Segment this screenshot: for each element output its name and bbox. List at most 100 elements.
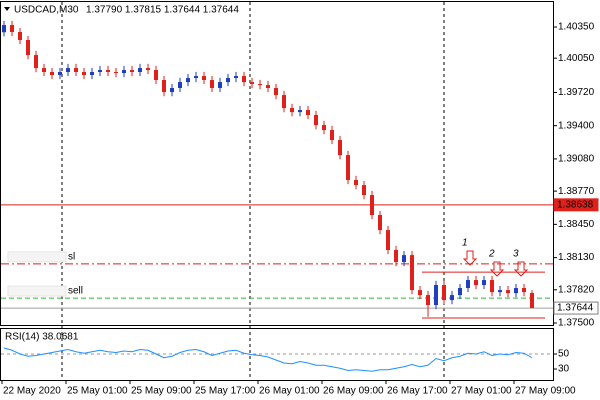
candle-body	[474, 280, 478, 286]
candle-body	[106, 70, 110, 73]
candle-body	[202, 76, 206, 80]
annotation-arrow	[513, 261, 529, 277]
rsi-tick-label: 30	[558, 364, 570, 375]
annotation: 3	[513, 249, 519, 260]
y-tick-label: 1.39720	[558, 87, 595, 98]
candle-body	[146, 68, 150, 71]
candle-body	[154, 70, 158, 80]
candle-body	[218, 82, 222, 88]
menu-triangle	[4, 7, 10, 11]
y-tick-label: 1.38770	[558, 186, 595, 197]
candle-body	[458, 288, 462, 296]
quote: 1.37790 1.37815 1.37644 1.37644	[86, 5, 239, 16]
candle-body	[490, 280, 494, 293]
candle-body	[450, 295, 454, 301]
candle-body	[58, 72, 62, 76]
level-label: sell	[68, 286, 83, 297]
annotation-arrow	[489, 261, 505, 277]
rsi-line	[3, 347, 533, 372]
label-box	[7, 285, 67, 297]
candle-body	[250, 82, 254, 85]
candle-body	[42, 68, 46, 73]
price-label: 1.38638	[557, 199, 594, 210]
candle-body	[194, 76, 198, 79]
candle-body	[362, 185, 366, 196]
candle-body	[498, 290, 502, 293]
candle-body	[82, 72, 86, 76]
candle-body	[242, 76, 246, 83]
candle-body	[346, 155, 350, 181]
candle-body	[34, 55, 38, 69]
candle-body	[2, 25, 6, 33]
main-panel	[0, 1, 554, 326]
candle-body	[138, 68, 142, 73]
symbol: USDCAD,M30	[14, 5, 79, 16]
candle-body	[210, 79, 214, 88]
candle-body	[274, 87, 278, 96]
x-tick-label: 25 May 01:00	[67, 386, 128, 397]
level-label: sl	[68, 251, 75, 262]
x-tick-label: 22 May 2020	[3, 386, 61, 397]
candle-body	[10, 25, 14, 33]
candle-body	[290, 108, 294, 113]
y-tick-label: 1.40350	[558, 22, 595, 33]
candle-body	[466, 280, 470, 289]
candle-body	[506, 290, 510, 294]
candle-body	[258, 84, 262, 86]
candle-body	[298, 110, 302, 113]
candle-body	[26, 40, 30, 56]
candle-body	[418, 290, 422, 296]
candle-body	[314, 114, 318, 126]
y-tick-label: 1.37500	[558, 318, 595, 329]
x-tick-label: 26 May 09:00	[323, 386, 384, 397]
candle-body	[178, 82, 182, 88]
candle-body	[98, 70, 102, 73]
x-tick-label: 26 May 01:00	[259, 386, 320, 397]
candle-body	[282, 95, 286, 109]
annotation: 1	[462, 238, 468, 249]
candle-body	[226, 78, 230, 83]
candle-body	[234, 76, 238, 79]
candle-body	[402, 255, 406, 263]
candle-body	[370, 195, 374, 216]
price-label-box	[553, 198, 599, 212]
candle-body	[66, 68, 70, 73]
label-box	[7, 251, 67, 263]
candle-body	[114, 72, 118, 74]
y-tick-label: 1.38450	[558, 219, 595, 230]
candle-body	[322, 125, 326, 131]
y-tick-label: 1.39080	[558, 154, 595, 165]
candle-body	[426, 295, 430, 306]
x-tick-label: 27 May 01:00	[451, 386, 512, 397]
annotation-arrow	[462, 250, 478, 266]
candle-body	[410, 255, 414, 291]
annotation: 2	[488, 249, 495, 260]
rsi-title: RSI(14) 38.0681	[5, 332, 79, 343]
x-tick-label: 27 May 09:00	[515, 386, 576, 397]
candle-body	[338, 140, 342, 156]
candle-body	[170, 87, 174, 93]
candle-body	[530, 292, 534, 309]
candle-body	[378, 215, 382, 231]
x-tick-label: 26 May 17:00	[387, 386, 448, 397]
candle-body	[394, 250, 398, 263]
candle-body	[482, 280, 486, 286]
candle-body	[18, 32, 22, 41]
candle-body	[90, 72, 94, 76]
y-tick-label: 1.40050	[558, 53, 595, 64]
candle-body	[354, 180, 358, 186]
candle-body	[306, 110, 310, 115]
y-tick-label: 1.37820	[558, 284, 595, 295]
candle-body	[186, 78, 190, 83]
candle-body	[74, 68, 78, 73]
price-label: 1.37644	[557, 303, 594, 314]
candle-body	[434, 285, 438, 306]
x-tick-label: 25 May 17:00	[195, 386, 256, 397]
candle-body	[50, 72, 54, 76]
candle-body	[522, 288, 526, 293]
candle-body	[442, 285, 446, 301]
y-tick-label: 1.39400	[558, 120, 595, 131]
candle-body	[330, 130, 334, 141]
